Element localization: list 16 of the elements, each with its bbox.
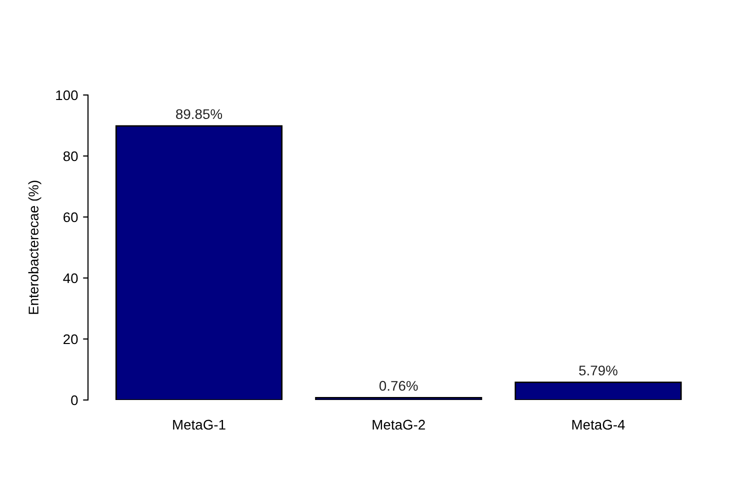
- bar: [115, 125, 283, 400]
- y-tick-label: 20: [64, 334, 78, 344]
- bar: [514, 382, 682, 400]
- data-label: 0.76%: [379, 380, 418, 391]
- y-tick-label: 0: [71, 395, 78, 406]
- x-tick-label: MetaG-4: [572, 420, 625, 430]
- y-tick-label: 80: [63, 151, 78, 162]
- data-label: 89.85%: [176, 109, 222, 120]
- y-tick-label: 60: [64, 212, 78, 222]
- y-tick-label: 40: [63, 273, 78, 284]
- y-tick-label: 100: [56, 90, 78, 100]
- bar: [315, 396, 482, 400]
- y-axis-title: Enterobacterecae (%): [28, 180, 42, 314]
- x-tick-label: MetaG-2: [372, 420, 425, 430]
- data-label: 5.79%: [579, 366, 618, 376]
- x-tick-label: MetaG-1: [173, 420, 226, 430]
